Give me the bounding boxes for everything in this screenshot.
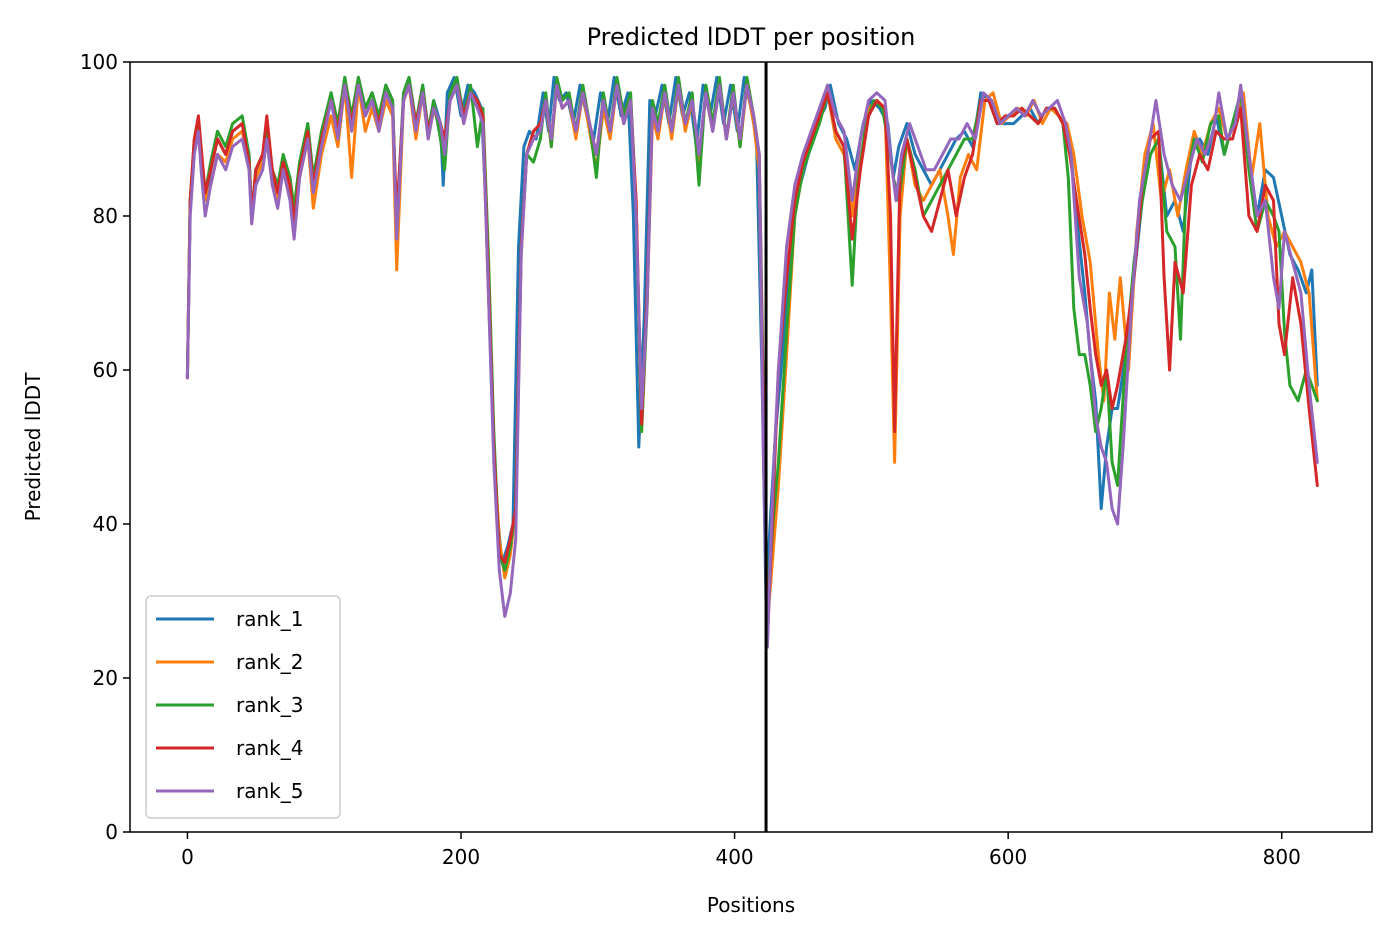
- x-axis: 0 200 400 600 800: [181, 832, 1301, 869]
- x-axis-label: Positions: [707, 893, 795, 917]
- legend-label-rank-2: rank_2: [236, 650, 303, 674]
- x-tick-label: 400: [715, 845, 753, 869]
- y-tick-label: 100: [80, 50, 118, 74]
- y-axis-label: Predicted lDDT: [21, 372, 45, 522]
- series-line-rank-5: [185, 83, 1319, 649]
- x-tick-label: 800: [1263, 845, 1301, 869]
- x-tick-label: 200: [442, 845, 480, 869]
- legend-label-rank-3: rank_3: [236, 693, 303, 717]
- chart-title: Predicted lDDT per position: [587, 23, 916, 51]
- series-layer: [185, 75, 1319, 649]
- y-axis: 0 20 40 60 80 100: [80, 50, 130, 844]
- y-tick-label: 20: [93, 666, 118, 690]
- legend-label-rank-4: rank_4: [236, 736, 303, 760]
- legend-label-rank-5: rank_5: [236, 779, 303, 803]
- y-tick-label: 60: [93, 358, 118, 382]
- plot-frame: [129, 61, 1373, 833]
- y-tick-label: 80: [93, 204, 118, 228]
- legend-label-rank-1: rank_1: [236, 607, 303, 631]
- legend-box: [145, 595, 341, 819]
- y-tick-label: 40: [93, 512, 118, 536]
- y-tick-label: 0: [105, 820, 118, 844]
- x-tick-label: 0: [181, 845, 194, 869]
- x-tick-label: 600: [989, 845, 1027, 869]
- legend: rank_1 rank_2 rank_3 rank_4 rank_5: [145, 595, 341, 819]
